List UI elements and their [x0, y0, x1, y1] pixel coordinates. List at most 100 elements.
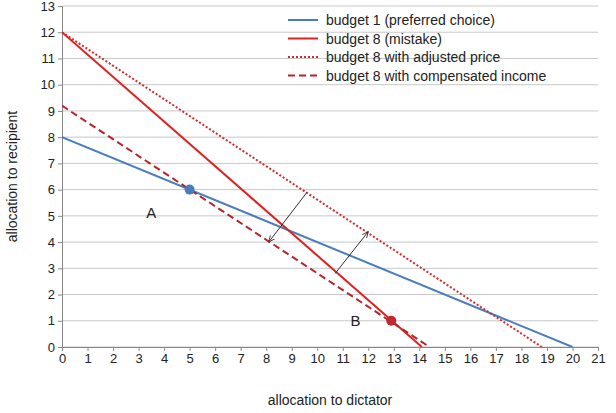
series-line [62, 137, 572, 347]
tick: 14 [413, 347, 427, 366]
tick: 12 [362, 347, 376, 366]
tick-label: 0 [48, 340, 55, 355]
legend-swatch [288, 56, 318, 58]
tick-mark [58, 137, 62, 138]
tick-label: 18 [515, 351, 529, 366]
tick-label: 16 [464, 351, 478, 366]
tick: 5 [187, 347, 194, 366]
tick-label: 3 [48, 261, 55, 276]
tick-label: 11 [42, 51, 56, 66]
tick: 17 [489, 347, 503, 366]
tick-label: 12 [362, 351, 376, 366]
arrow [335, 232, 368, 274]
tick: 4 [161, 347, 168, 366]
tick-label: 17 [489, 351, 503, 366]
x-axis-title: allocation to dictator [268, 392, 393, 408]
tick-label: 7 [238, 351, 245, 366]
tick-mark [58, 32, 62, 33]
tick-label: 9 [48, 104, 55, 119]
tick: 6 [212, 347, 219, 366]
legend-label: budget 8 with compensated income [326, 68, 546, 84]
tick: 9 [48, 104, 62, 119]
tick-label: 5 [187, 351, 194, 366]
tick: 15 [438, 347, 452, 366]
tick-label: 8 [263, 351, 270, 366]
tick: 20 [566, 347, 580, 366]
axis-line [58, 7, 63, 348]
tick-label: 5 [48, 209, 55, 224]
annotation: A [146, 204, 156, 221]
plot: 0123456789101112131415161718192021012345… [41, 0, 606, 366]
tick-label: 2 [110, 351, 117, 366]
x-axis: 0123456789101112131415161718192021 [59, 347, 606, 366]
tick-mark [58, 347, 62, 348]
arrow [269, 192, 307, 242]
tick-label: 15 [438, 351, 452, 366]
tick-label: 21 [591, 351, 605, 366]
tick-label: 9 [289, 351, 296, 366]
tick-mark [58, 163, 62, 164]
chart: 0123456789101112131415161718192021012345… [0, 0, 616, 413]
tick-label: 4 [161, 351, 168, 366]
tick-label: 12 [41, 25, 55, 40]
legend-item: budget 8 with adjusted price [288, 49, 501, 65]
tick: 1 [84, 347, 91, 366]
legend-item: budget 1 (preferred choice) [288, 12, 495, 28]
grid-line [62, 6, 598, 7]
tick-mark [58, 268, 62, 269]
tick: 10 [311, 347, 325, 366]
tick: 11 [42, 51, 63, 66]
grid-line [62, 163, 598, 164]
tick: 7 [238, 347, 245, 366]
annotation: B [351, 312, 361, 329]
legend-label: budget 8 with adjusted price [326, 49, 501, 65]
tick: 2 [110, 347, 117, 366]
legend-label: budget 8 (mistake) [326, 31, 442, 47]
point [386, 316, 396, 326]
tick-label: 6 [48, 182, 55, 197]
tick-mark [58, 6, 62, 7]
tick-label: 2 [48, 287, 55, 302]
tick: 8 [263, 347, 270, 366]
marks [62, 32, 572, 347]
tick: 3 [135, 347, 142, 366]
tick: 13 [387, 347, 401, 366]
tick: 21 [591, 347, 605, 366]
legend-swatch [288, 38, 318, 40]
tick-mark [58, 321, 62, 322]
tick-label: 11 [337, 351, 351, 366]
tick-label: 8 [48, 130, 55, 145]
tick-label: 13 [41, 0, 55, 14]
tick: 7 [48, 156, 62, 171]
tick: 3 [48, 261, 62, 276]
legend: budget 1 (preferred choice) budget 8 (mis… [288, 12, 546, 84]
tick: 18 [515, 347, 529, 366]
tick-label: 0 [59, 351, 66, 366]
tick: 19 [540, 347, 554, 366]
tick-mark [58, 295, 62, 296]
tick-label: 10 [41, 77, 55, 92]
tick-label: 20 [566, 351, 580, 366]
tick-label: 3 [135, 351, 142, 366]
tick: 5 [48, 209, 62, 224]
grid-line [62, 320, 598, 321]
tick: 8 [48, 130, 62, 145]
tick: 12 [41, 25, 62, 40]
y-axis-title: allocation to recipient [4, 111, 20, 243]
grid-line [62, 189, 598, 190]
tick: 1 [48, 313, 62, 328]
tick-label: 1 [48, 313, 55, 328]
tick: 13 [41, 0, 62, 14]
tick-label: 10 [311, 351, 325, 366]
grid-line [62, 294, 598, 295]
tick: 10 [41, 77, 62, 92]
tick-label: 13 [387, 351, 401, 366]
grid-line [62, 215, 598, 216]
tick-label: 7 [48, 156, 55, 171]
grid-line [62, 110, 598, 111]
tick-mark [58, 111, 62, 112]
point [185, 185, 195, 195]
grid-line [62, 137, 598, 138]
tick-mark [58, 242, 62, 243]
tick: 4 [48, 235, 62, 250]
